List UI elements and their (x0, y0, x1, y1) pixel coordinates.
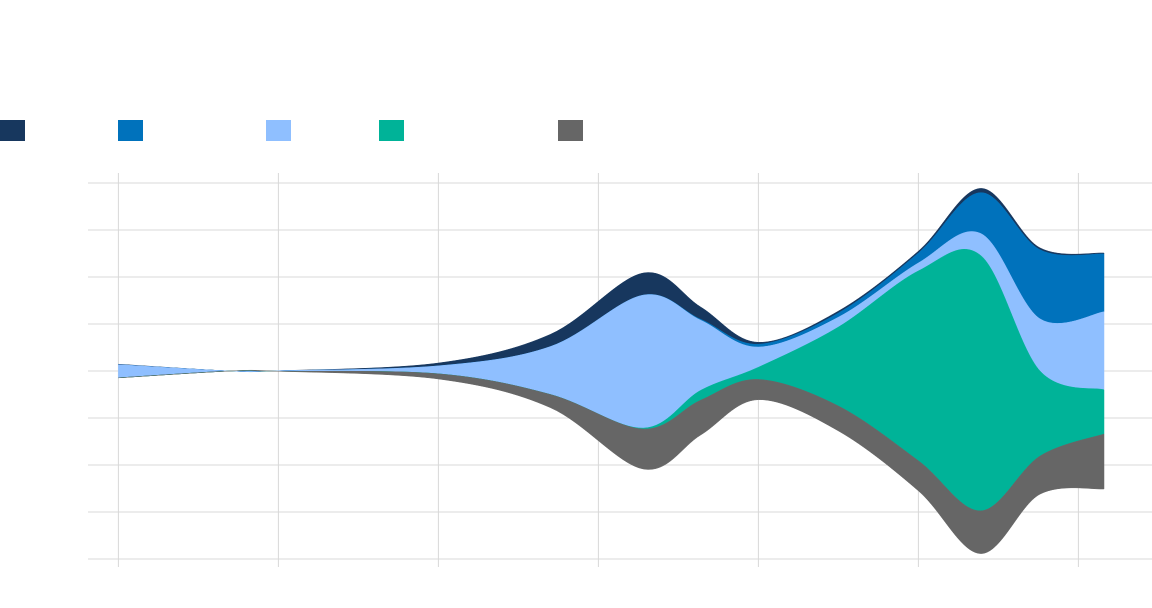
stream-layer (118, 369, 1105, 554)
legend-swatch (379, 120, 404, 141)
legend-swatch (118, 120, 143, 141)
legend-swatch (558, 120, 583, 141)
legend-swatch (0, 120, 25, 141)
legend-swatch (266, 120, 291, 141)
